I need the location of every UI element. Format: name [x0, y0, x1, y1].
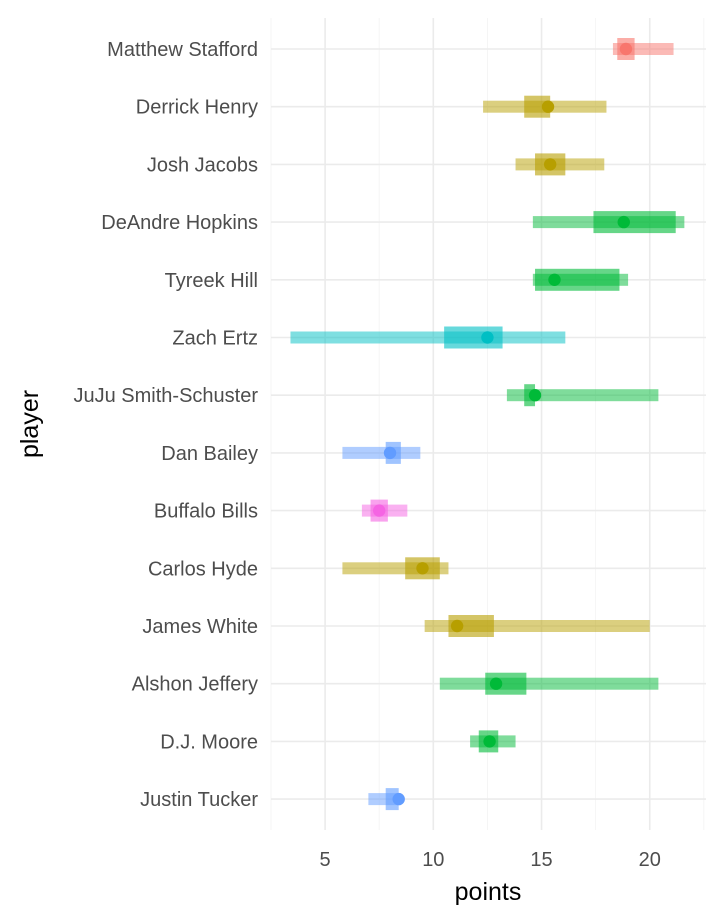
y-tick-label: Josh Jacobs: [147, 154, 258, 176]
point-estimate-dot: [543, 158, 557, 171]
narrow-range-bar: [385, 788, 399, 811]
y-axis-title: player: [16, 390, 44, 458]
y-tick-label: Carlos Hyde: [148, 558, 258, 580]
point-estimate-dot: [548, 273, 561, 286]
player-range-group: [424, 615, 650, 637]
point-estimate-dot: [528, 389, 542, 402]
point-estimate-dot: [392, 792, 405, 806]
narrow-range-bar: [593, 211, 676, 234]
y-tick-label: James White: [142, 616, 258, 638]
wide-range-bar: [439, 677, 659, 690]
x-tick-labels: 5 10 15 20: [320, 849, 661, 871]
y-tick-label: Alshon Jeffery: [132, 674, 258, 696]
point-estimate-dot: [450, 619, 464, 633]
point-estimate-dot: [619, 42, 633, 56]
x-tick-label: 15: [530, 849, 552, 871]
player-range-group: [483, 95, 607, 118]
player-range-group: [470, 730, 516, 753]
point-estimate-dot: [416, 562, 429, 575]
player-range-group: [342, 557, 449, 580]
player-ranges: [290, 38, 685, 811]
x-tick-label: 10: [422, 849, 444, 871]
player-range-group: [506, 384, 659, 407]
y-tick-label: Zach Ertz: [172, 328, 258, 350]
y-tick-label: Dan Bailey: [161, 443, 258, 465]
player-range-group: [515, 153, 605, 176]
player-range-group: [290, 326, 566, 349]
minor-gridlines: [270, 18, 705, 830]
y-tick-label: DeAndre Hopkins: [101, 212, 258, 234]
y-tick-labels: Matthew Stafford Derrick Henry Josh Jacobs…: [73, 39, 258, 811]
narrow-range-bar: [524, 95, 551, 118]
wide-range-bar: [290, 331, 566, 344]
point-estimate-dot: [383, 446, 397, 460]
y-tick-label: JuJu Smith-Schuster: [73, 385, 258, 407]
point-estimate-dot: [483, 735, 496, 748]
y-tick-label: Derrick Henry: [136, 97, 258, 119]
y-tick-label: D.J. Moore: [160, 731, 258, 753]
narrow-range-bar: [444, 326, 503, 349]
point-estimate-dot: [373, 504, 386, 517]
narrow-range-bar: [535, 268, 620, 291]
x-axis-title: points: [455, 878, 522, 906]
x-tick-label: 20: [639, 849, 661, 871]
player-range-group: [532, 268, 629, 291]
player-range-group: [342, 441, 421, 464]
player-range-group: [439, 672, 659, 695]
point-estimate-dot: [481, 331, 494, 344]
point-estimate-dot: [489, 677, 503, 690]
player-range-group: [361, 499, 408, 522]
y-tick-label: Tyreek Hill: [165, 270, 258, 292]
y-tick-label: Matthew Stafford: [107, 39, 258, 61]
y-tick-label: Justin Tucker: [140, 789, 258, 811]
player-range-group: [612, 38, 674, 60]
wide-range-bar: [506, 389, 659, 402]
point-estimate-dot: [617, 215, 630, 229]
major-gridlines: [271, 18, 706, 830]
wide-range-bar: [342, 446, 421, 459]
player-range-group: [368, 788, 405, 811]
y-tick-label: Buffalo Bills: [154, 501, 258, 523]
point-estimate-dot: [541, 100, 555, 113]
x-tick-label: 5: [320, 849, 331, 871]
player-range-group: [532, 211, 685, 234]
